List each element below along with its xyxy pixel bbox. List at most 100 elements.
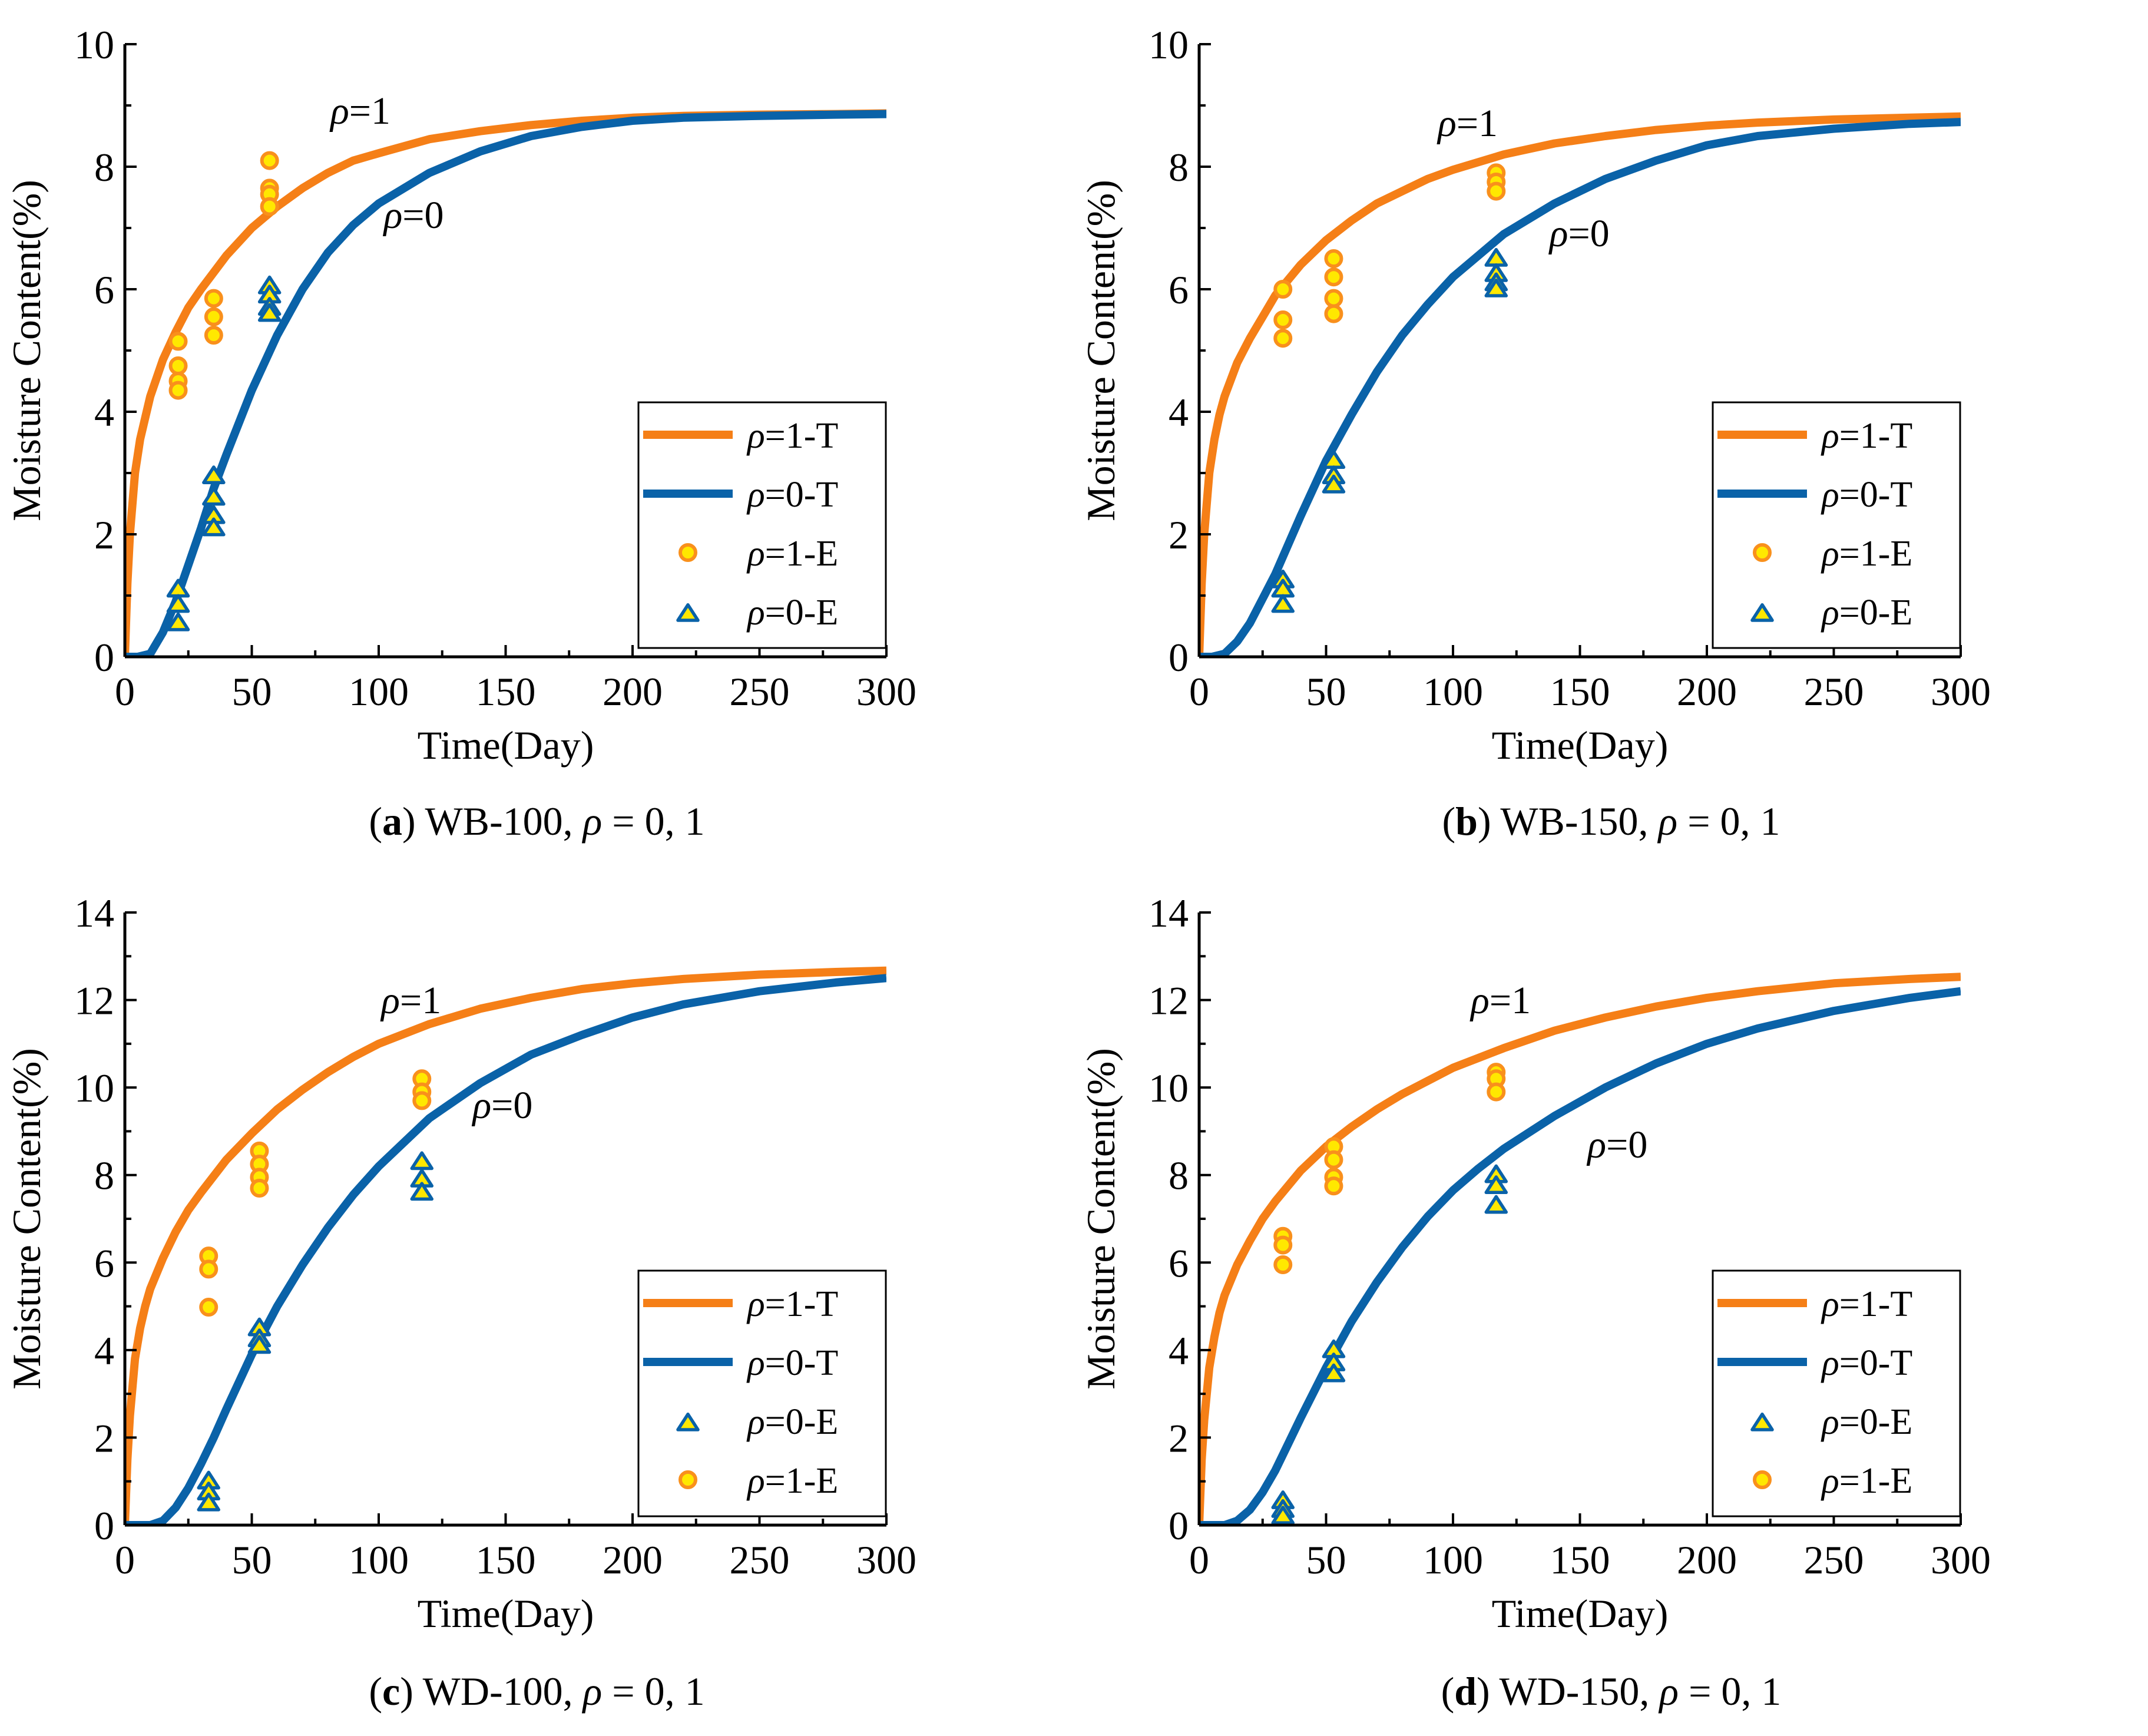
chart-b-plot: 0 50 100 150 200 250 300 0 2 4 6 8 10 Time(Day) Moistu… — [1078, 22, 1991, 768]
chart-a-circle-point — [204, 326, 223, 345]
chart-a-x-axis-title: Time(Day) — [418, 723, 594, 768]
chart-d-plot: 0 50 100 150 200 250 300 0 2 4 6 8 10 12 14 Time(Day) Mo… — [1078, 891, 1991, 1636]
chart-a-x-tick-label: 200 — [603, 669, 663, 714]
chart-a-annotation: ρ=0 — [383, 194, 444, 237]
chart-c-x-tick-label: 150 — [476, 1537, 536, 1582]
chart-a-triangle-point — [202, 517, 226, 537]
chart-a-triangle-point — [257, 303, 282, 322]
chart-b-legend-swatch — [1750, 603, 1774, 622]
chart-b-x-tick-label: 300 — [1931, 669, 1991, 714]
chart-a-y-tick-label: 8 — [94, 145, 114, 190]
chart-c-annotation: ρ=0 — [471, 1084, 532, 1127]
chart-c-x-axis-title: Time(Day) — [418, 1591, 594, 1636]
chart-a-circle-point — [204, 289, 223, 308]
chart-b-legend-label: ρ=0-E — [1821, 593, 1912, 633]
chart-b-legend-label-symbol: ρ — [1821, 475, 1839, 515]
chart-d-circle-point — [1273, 1235, 1293, 1255]
chart-b-legend-label-symbol: ρ — [1821, 534, 1839, 574]
chart-d-x-tick-label: 50 — [1306, 1537, 1346, 1582]
chart-d-triangle-point — [1271, 1506, 1295, 1525]
chart-a-legend-label-symbol: ρ — [746, 416, 765, 456]
chart-b-y-tick-label: 10 — [1149, 22, 1189, 67]
chart-a-legend-label-text: =1-T — [765, 416, 838, 456]
chart-b-circle-point — [1324, 289, 1343, 308]
chart-d-circle-point — [1324, 1150, 1343, 1169]
chart-c-caption: (c) WD-100, ρ = 0, 1 — [369, 1669, 705, 1714]
chart-d-series-rho0-theory-line — [1199, 987, 1961, 1525]
chart-b-legend-label-text: =1-E — [1839, 534, 1912, 574]
chart-d-annotation: ρ=1 — [1469, 979, 1531, 1022]
chart-d-legend-label-symbol: ρ — [1821, 1343, 1839, 1383]
chart-d-circle-point — [1273, 1255, 1293, 1274]
chart-b-caption: (b) WB-150, ρ = 0, 1 — [1442, 799, 1780, 844]
chart-d-legend-label-text: =1-T — [1839, 1284, 1912, 1324]
chart-c-legend-label-text: =0-E — [765, 1402, 838, 1442]
chart-d-y-axis-title: Moisture Content(%) — [1078, 1048, 1123, 1390]
chart-d-annotation-text: =1 — [1490, 979, 1531, 1022]
chart-b-legend-label-text: =1-T — [1839, 416, 1912, 456]
chart-a-y-tick-label: 10 — [74, 22, 114, 67]
chart-a-annotation-text: =0 — [402, 194, 443, 237]
chart-b-y-tick-label: 6 — [1169, 267, 1189, 312]
chart-d-caption: (d) WD-150, ρ = 0, 1 — [1441, 1669, 1782, 1714]
chart-c-legend-label: ρ=1-E — [746, 1461, 838, 1501]
chart-b-circle-point — [1487, 181, 1506, 201]
chart-b-annotation: ρ=0 — [1548, 212, 1610, 255]
chart-c-y-tick-label: 2 — [94, 1416, 114, 1460]
chart-c-y-axis-title: Moisture Content(%) — [4, 1048, 49, 1390]
chart-c-x-tick-label: 250 — [730, 1537, 790, 1582]
chart-b-legend-label-text: =0-E — [1839, 593, 1912, 633]
chart-b-triangle-point — [1271, 594, 1295, 613]
chart-c-legend-swatch — [679, 1470, 697, 1489]
chart-b-circle-point — [1324, 304, 1343, 323]
chart-b-x-tick-label: 250 — [1804, 669, 1864, 714]
chart-c-annotation-symbol: ρ — [380, 979, 400, 1022]
chart-c-circle-point — [412, 1091, 432, 1110]
chart-a-circle-point — [168, 356, 188, 375]
chart-c-y-tick-label: 14 — [74, 891, 114, 935]
chart-c-annotation-text: =1 — [400, 979, 441, 1022]
chart-c-y-tick-label: 12 — [74, 978, 114, 1023]
chart-b-legend-label-symbol: ρ — [1821, 593, 1839, 633]
chart-d-y-tick-label: 14 — [1149, 891, 1189, 935]
chart-a-plot: 0 50 100 150 200 250 300 0 2 4 6 8 10 Time(Day) Moistu… — [4, 22, 916, 768]
chart-b-annotation: ρ=1 — [1437, 102, 1498, 145]
chart-c-triangle-point — [410, 1182, 434, 1201]
chart-a-annotation-symbol: ρ — [383, 194, 403, 237]
chart-d-y-tick-label: 6 — [1169, 1241, 1189, 1285]
chart-b-y-axis-title: Moisture Content(%) — [1078, 180, 1123, 521]
chart-b-x-tick-label: 50 — [1306, 669, 1346, 714]
chart-c-rho1-exp-points — [199, 1069, 432, 1317]
chart-c-triangle-point — [247, 1335, 272, 1354]
chart-d-legend-label-symbol: ρ — [1821, 1402, 1839, 1442]
chart-a-legend-box — [637, 401, 887, 649]
chart-c-x-tick-label: 300 — [856, 1537, 916, 1582]
chart-a-legend-label: ρ=0-T — [746, 475, 838, 515]
chart-a-y-tick-label: 2 — [94, 512, 114, 557]
chart-d-circle-point — [1487, 1082, 1506, 1102]
chart-b-legend-swatch — [1753, 543, 1772, 562]
chart-d-annotation-symbol: ρ — [1586, 1123, 1606, 1166]
chart-c-x-tick-label: 0 — [115, 1537, 135, 1582]
chart-a-circle-point — [260, 197, 279, 216]
chart-b-legend-label-text: =0-T — [1839, 475, 1912, 515]
chart-a-rho0-exp-points — [166, 275, 282, 631]
chart-a-x-tick-label: 300 — [856, 669, 916, 714]
chart-d-annotation: ρ=0 — [1586, 1123, 1647, 1166]
chart-d-x-tick-label: 200 — [1677, 1537, 1737, 1582]
chart-a-legend-label-text: =1-E — [765, 534, 838, 574]
chart-d-legend-label-symbol: ρ — [1821, 1284, 1839, 1324]
chart-b-rho1-exp-points — [1273, 163, 1506, 348]
chart-c-legend-label-symbol: ρ — [746, 1402, 765, 1442]
chart-b-circle-point — [1273, 310, 1293, 329]
chart-b-circle-point — [1324, 249, 1343, 268]
chart-d-legend-swatch — [1753, 1470, 1772, 1489]
chart-d-x-tick-label: 0 — [1189, 1537, 1209, 1582]
chart-a-circle-point — [260, 151, 279, 170]
chart-c-y-tick-label: 0 — [94, 1503, 114, 1548]
chart-b-legend-label: ρ=1-T — [1821, 416, 1912, 456]
chart-a-x-tick-label: 100 — [349, 669, 409, 714]
chart-a-triangle-point — [166, 612, 190, 631]
chart-c-legend-swatch — [676, 1412, 700, 1431]
chart-b-legend-label: ρ=1-E — [1821, 534, 1912, 574]
